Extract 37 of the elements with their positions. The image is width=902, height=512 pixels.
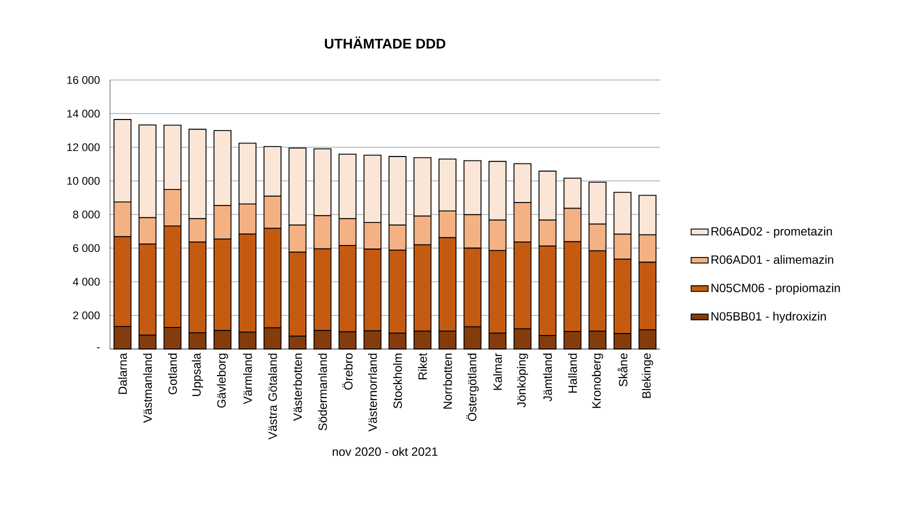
x-tick-label: Gävleborg [216,354,228,408]
x-tick-label: Blekinge [642,353,654,398]
x-tick-label: Västmanland [143,354,152,423]
y-tick-label: 6 000 [73,244,100,252]
x-tick-label: Kronoberg [592,354,604,408]
y-tick-label: 8 000 [73,210,100,218]
x-tick-label: Skåne [618,353,628,386]
x-tick-label: Dalarna [118,352,127,394]
x-tick-label: Norrbotten [443,354,452,409]
x-tick-label: Örebro [342,353,353,390]
chart-title: UTHÄMTADE DDD [324,36,446,49]
x-axis-title: nov 2020 - okt 2021 [332,447,438,456]
legend-label: N05CM06 - propiomazin [712,283,840,295]
y-tick-label: 4 000 [72,278,100,286]
y-tick-label: 14 000 [67,110,100,118]
legend-label: N05BB01 - hydroxizin [712,312,826,323]
x-tick-label: Västernorrland [368,354,377,432]
x-tick-label: Stockholm [393,354,402,408]
y-tick-label: - [96,347,100,348]
x-tick-label: Jönköping [516,354,528,408]
x-tick-label: Riket [418,352,427,380]
y-tick-label: 16 000 [67,76,100,84]
x-tick-label: Västerbotten [293,354,302,421]
y-tick-label: 10 000 [67,176,100,185]
x-tick-label: Västra Götaland [268,354,277,440]
x-tick-label: Halland [568,354,577,393]
legend-label: R06AD02 - prometazin [712,226,832,238]
x-tick-label: Uppsala [192,352,204,396]
y-tick-label: 2 000 [73,311,100,320]
x-tick-label: Värmland [243,354,252,404]
x-tick-label: Gotland [168,354,177,394]
x-tick-label: Södermanland [318,354,327,430]
x-tick-label: Östergötland [466,354,479,422]
x-tick-label: Kalmar [493,353,502,390]
y-tick-label: 12 000 [67,143,100,152]
legend-label: R06AD01 - alimemazin [712,255,834,264]
x-tick-label: Jämtland [543,354,552,402]
